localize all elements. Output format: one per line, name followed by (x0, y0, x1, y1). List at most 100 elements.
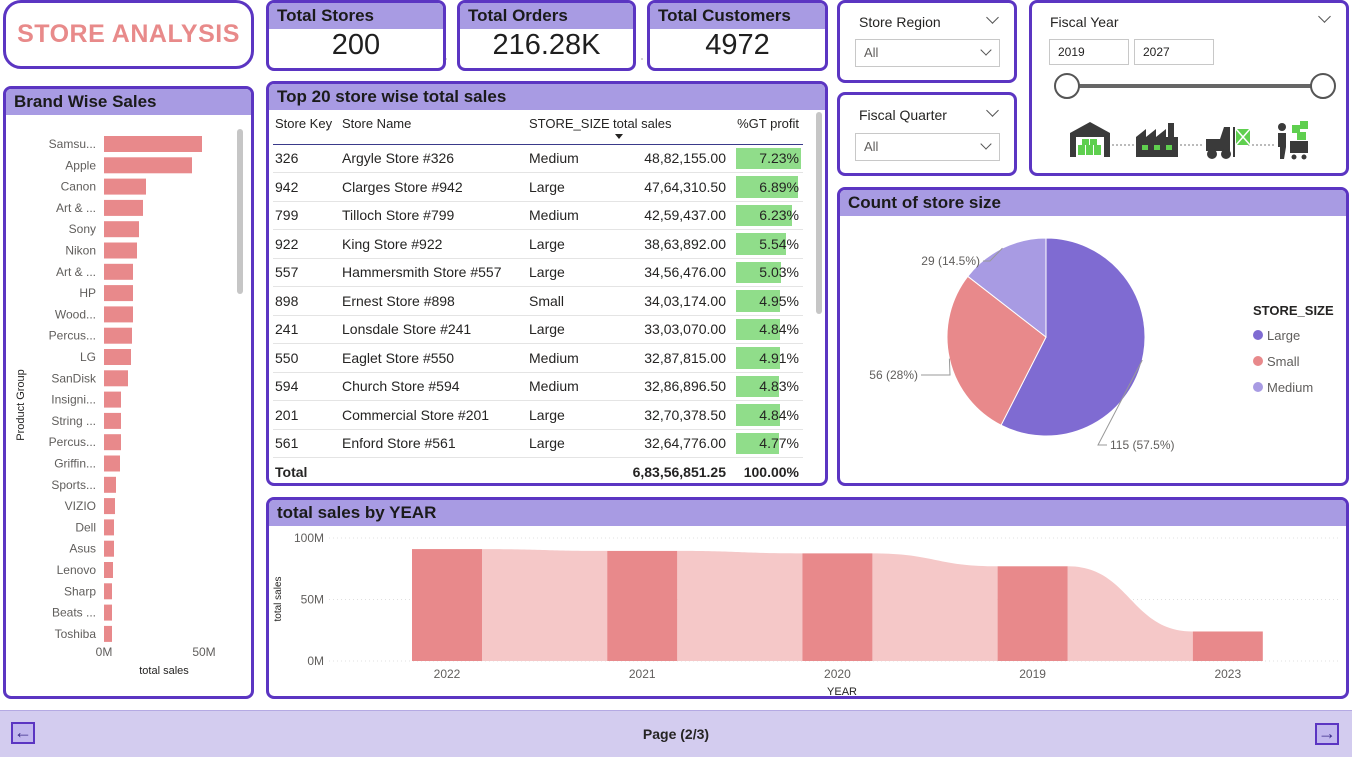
brand-sales-chart: Samsu... Apple Canon Art & ... Sony Nikon Art … (15, 136, 216, 677)
chevron-down-icon[interactable] (986, 104, 999, 117)
kpi-total-customers[interactable]: Total Customers 4972 (647, 0, 828, 71)
column-header-store-size[interactable]: STORE_SIZE (529, 110, 613, 145)
next-page-button[interactable]: → (1315, 723, 1339, 745)
year-from-input[interactable]: 2019 (1049, 39, 1129, 65)
year-to-input[interactable]: 2027 (1134, 39, 1214, 65)
brand-bar (104, 434, 121, 451)
pie-data-label: 29 (14.5%) (921, 254, 980, 268)
total-label: Total (273, 457, 342, 483)
cell-store-size: Large (529, 172, 613, 202)
cell-total-sales: 42,59,437.00 (613, 201, 736, 230)
x-axis-label: total sales (139, 665, 189, 677)
slicer-label: Store Region (859, 14, 941, 30)
brand-tick-label: Toshiba (55, 627, 97, 641)
cell-gt-profit: 4.84% (736, 315, 803, 344)
legend-item-small[interactable]: Small (1253, 348, 1313, 374)
table-row[interactable]: 557 Hammersmith Store #557 Large 34,56,476.… (273, 258, 803, 287)
brand-tick-label: Percus... (49, 435, 96, 449)
chevron-down-icon[interactable] (986, 11, 999, 24)
scrollbar-thumb[interactable] (237, 129, 243, 294)
kpi-total-orders[interactable]: Total Orders 216.28K (457, 0, 636, 71)
table-row[interactable]: 898 Ernest Store #898 Small 34,03,174.00 4.9… (273, 286, 803, 316)
table-row[interactable]: 326 Argyle Store #326 Medium 48,82,155.00 7.… (273, 144, 803, 173)
kpi-label: Total Customers (650, 3, 825, 29)
brand-bar (104, 327, 132, 344)
table-row[interactable]: 942 Clarges Store #942 Large 47,64,310.50 6.… (273, 172, 803, 202)
x-tick-label: 2022 (434, 667, 461, 681)
cell-total-sales: 32,87,815.00 (613, 343, 736, 373)
store-size-pie-chart: 115 (57.5%) 56 (28%) 29 (14.5%) (869, 237, 1174, 452)
sales-by-year-card[interactable]: total sales by YEAR 0M 50M 100M 2022 2021 202… (266, 497, 1349, 699)
previous-page-button[interactable]: ← (11, 722, 35, 744)
year-slider-handle-start[interactable] (1054, 73, 1080, 99)
cell-store-size: Medium (529, 201, 613, 230)
table-row[interactable]: 550 Eaglet Store #550 Medium 32,87,815.00 4.… (273, 343, 803, 373)
slicer-fiscal-year[interactable]: Fiscal Year 2019 2027 (1029, 0, 1349, 176)
cell-store-key: 550 (273, 343, 342, 373)
year-bar (607, 550, 678, 661)
brand-tick-label: LG (80, 350, 96, 364)
legend-item-medium[interactable]: Medium (1253, 374, 1313, 400)
chevron-down-icon[interactable] (1318, 10, 1331, 23)
brand-tick-label: Nikon (65, 244, 96, 258)
table-row[interactable]: 799 Tilloch Store #799 Medium 42,59,437.00 6… (273, 201, 803, 230)
x-tick-label: 2023 (1214, 667, 1241, 681)
arrow-left-icon: ← (14, 722, 32, 742)
data-bar (736, 261, 782, 283)
legend-label: Medium (1267, 379, 1314, 395)
page-navigation-footer: ← Page (2/3) → (0, 710, 1352, 757)
chevron-down-icon (980, 138, 992, 150)
brand-tick-label: String ... (51, 414, 96, 428)
brand-bar (104, 285, 133, 302)
x-tick-label: 2020 (824, 667, 851, 681)
table-title: Top 20 store wise total sales (269, 84, 825, 110)
quarter-dropdown[interactable]: All (855, 133, 1000, 161)
cell-store-size: Large (529, 315, 613, 344)
store-size-pie-card[interactable]: Count of store size 115 (57.5%) 56 (28%) 2… (837, 187, 1349, 486)
table-row[interactable]: 594 Church Store #594 Medium 32,86,896.50 4.… (273, 372, 803, 401)
slicer-store-region[interactable]: Store Region All (837, 0, 1017, 83)
store-table-card[interactable]: Top 20 store wise total sales Store Key … (266, 81, 828, 486)
cell-store-name: Commercial Store #201 (342, 400, 529, 430)
scrollbar-thumb[interactable] (816, 112, 822, 314)
year-slider-handle-end[interactable] (1310, 73, 1336, 99)
brand-bar (104, 178, 146, 195)
brand-tick-label: Wood... (55, 307, 96, 321)
table-row[interactable]: 201 Commercial Store #201 Large 32,70,378.5… (273, 400, 803, 430)
cell-gt-profit: 7.23% (736, 144, 803, 173)
cell-total-sales: 34,56,476.00 (613, 258, 736, 287)
column-header-store-key[interactable]: Store Key (273, 110, 342, 145)
brand-bar (104, 625, 112, 642)
table-row[interactable]: 561 Enford Store #561 Large 32,64,776.00 4.7… (273, 429, 803, 458)
kpi-value: 200 (331, 29, 381, 61)
table-row[interactable]: 241 Lonsdale Store #241 Large 33,03,070.00 4… (273, 315, 803, 344)
legend-item-large[interactable]: Large (1253, 322, 1313, 348)
slicer-fiscal-quarter[interactable]: Fiscal Quarter All (837, 92, 1017, 176)
kpi-value: 4972 (705, 29, 770, 61)
ribbon (677, 550, 803, 661)
region-dropdown[interactable]: All (855, 39, 1000, 67)
legend-label: Small (1267, 353, 1300, 369)
cell-store-key: 326 (273, 144, 342, 173)
sales-by-year-chart: 0M 50M 100M 2022 2021 2020 2019 2023 YEAR total s… (273, 531, 1339, 696)
brand-wise-sales-card[interactable]: Brand Wise Sales Samsu... Apple Canon Art &… (3, 86, 254, 699)
column-header-store-name[interactable]: Store Name (342, 110, 529, 145)
cell-store-key: 561 (273, 429, 342, 458)
cell-gt-profit: 4.84% (736, 400, 803, 430)
store-table: Store Key Store Name STORE_SIZE total sa… (273, 110, 803, 483)
cell-store-name: Clarges Store #942 (342, 172, 529, 202)
kpi-total-stores[interactable]: Total Stores 200 (266, 0, 446, 71)
cell-store-size: Medium (529, 372, 613, 401)
column-header-total-sales[interactable]: total sales (613, 110, 736, 145)
chart-title: Brand Wise Sales (6, 89, 251, 115)
total-pct-value: 100.00% (736, 457, 803, 483)
legend-title: STORE_SIZE (1253, 303, 1334, 318)
cell-total-sales: 32,86,896.50 (613, 372, 736, 401)
chevron-down-icon (980, 44, 992, 56)
cell-total-sales: 47,64,310.50 (613, 172, 736, 202)
cell-store-name: Lonsdale Store #241 (342, 315, 529, 344)
column-header-gt-profit[interactable]: %GT profit (736, 110, 803, 145)
shopping-cart-icon (1278, 121, 1308, 160)
table-row[interactable]: 922 King Store #922 Large 38,63,892.00 5.54% (273, 229, 803, 259)
